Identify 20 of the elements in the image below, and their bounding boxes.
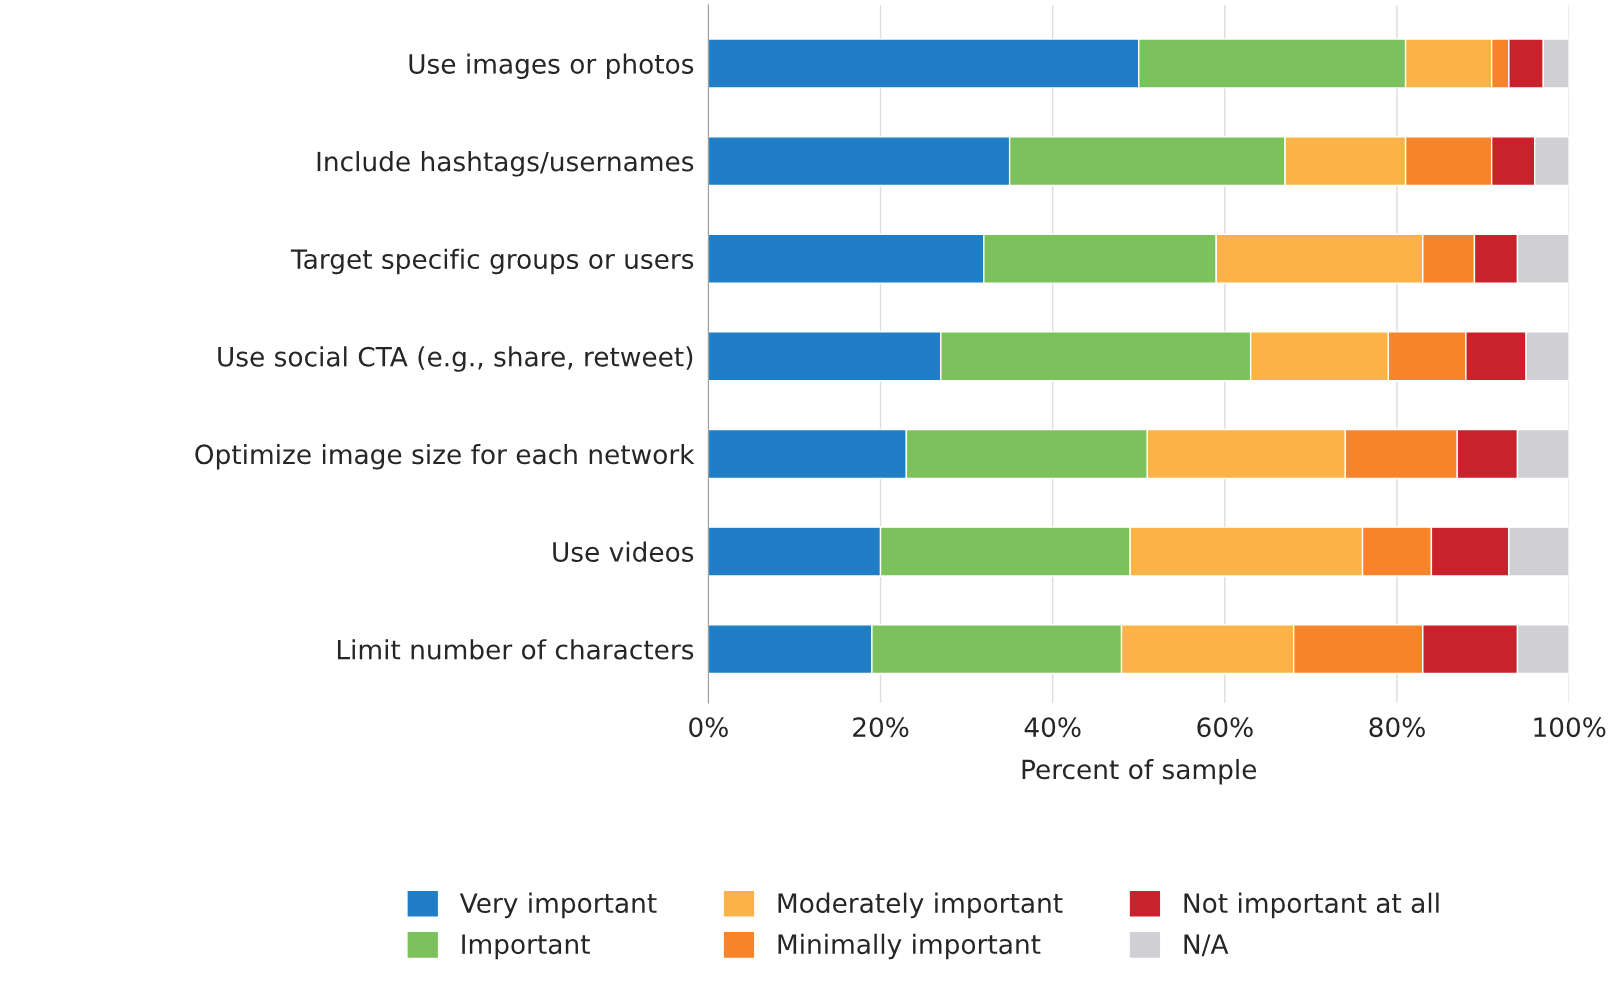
y-tick-label: Limit number of characters (337, 639, 694, 660)
y-tick-label: Target specific groups or users (290, 248, 694, 275)
legend-label: Very important (459, 892, 657, 919)
x-tick-label: 20% (853, 717, 909, 738)
legend-label: Moderately important (778, 892, 1063, 919)
x-tick-label: 60% (1197, 717, 1253, 738)
x-tick-label: 40% (1024, 717, 1081, 738)
y-tick-label: Use images or photos (409, 53, 694, 79)
legend-label: Minimally important (778, 933, 1041, 960)
y-tick-label: Include hashtags/usernames (317, 151, 694, 177)
x-tick-label: 80% (1369, 717, 1425, 738)
y-tick-label: Use videos (553, 541, 694, 562)
y-tick-label: Use social CTA (e.g., share, retweet) (218, 346, 693, 372)
x-axis-title: Percent of sample (1022, 758, 1257, 785)
x-tick-label: 0% (689, 717, 728, 738)
x-tick-label: 100% (1534, 717, 1606, 738)
legend-label: Important (462, 934, 590, 960)
legend-label: Not important at all (1184, 892, 1439, 919)
legend-label: N/A (1184, 934, 1229, 957)
y-tick-label: Optimize image size for each network (195, 443, 695, 470)
